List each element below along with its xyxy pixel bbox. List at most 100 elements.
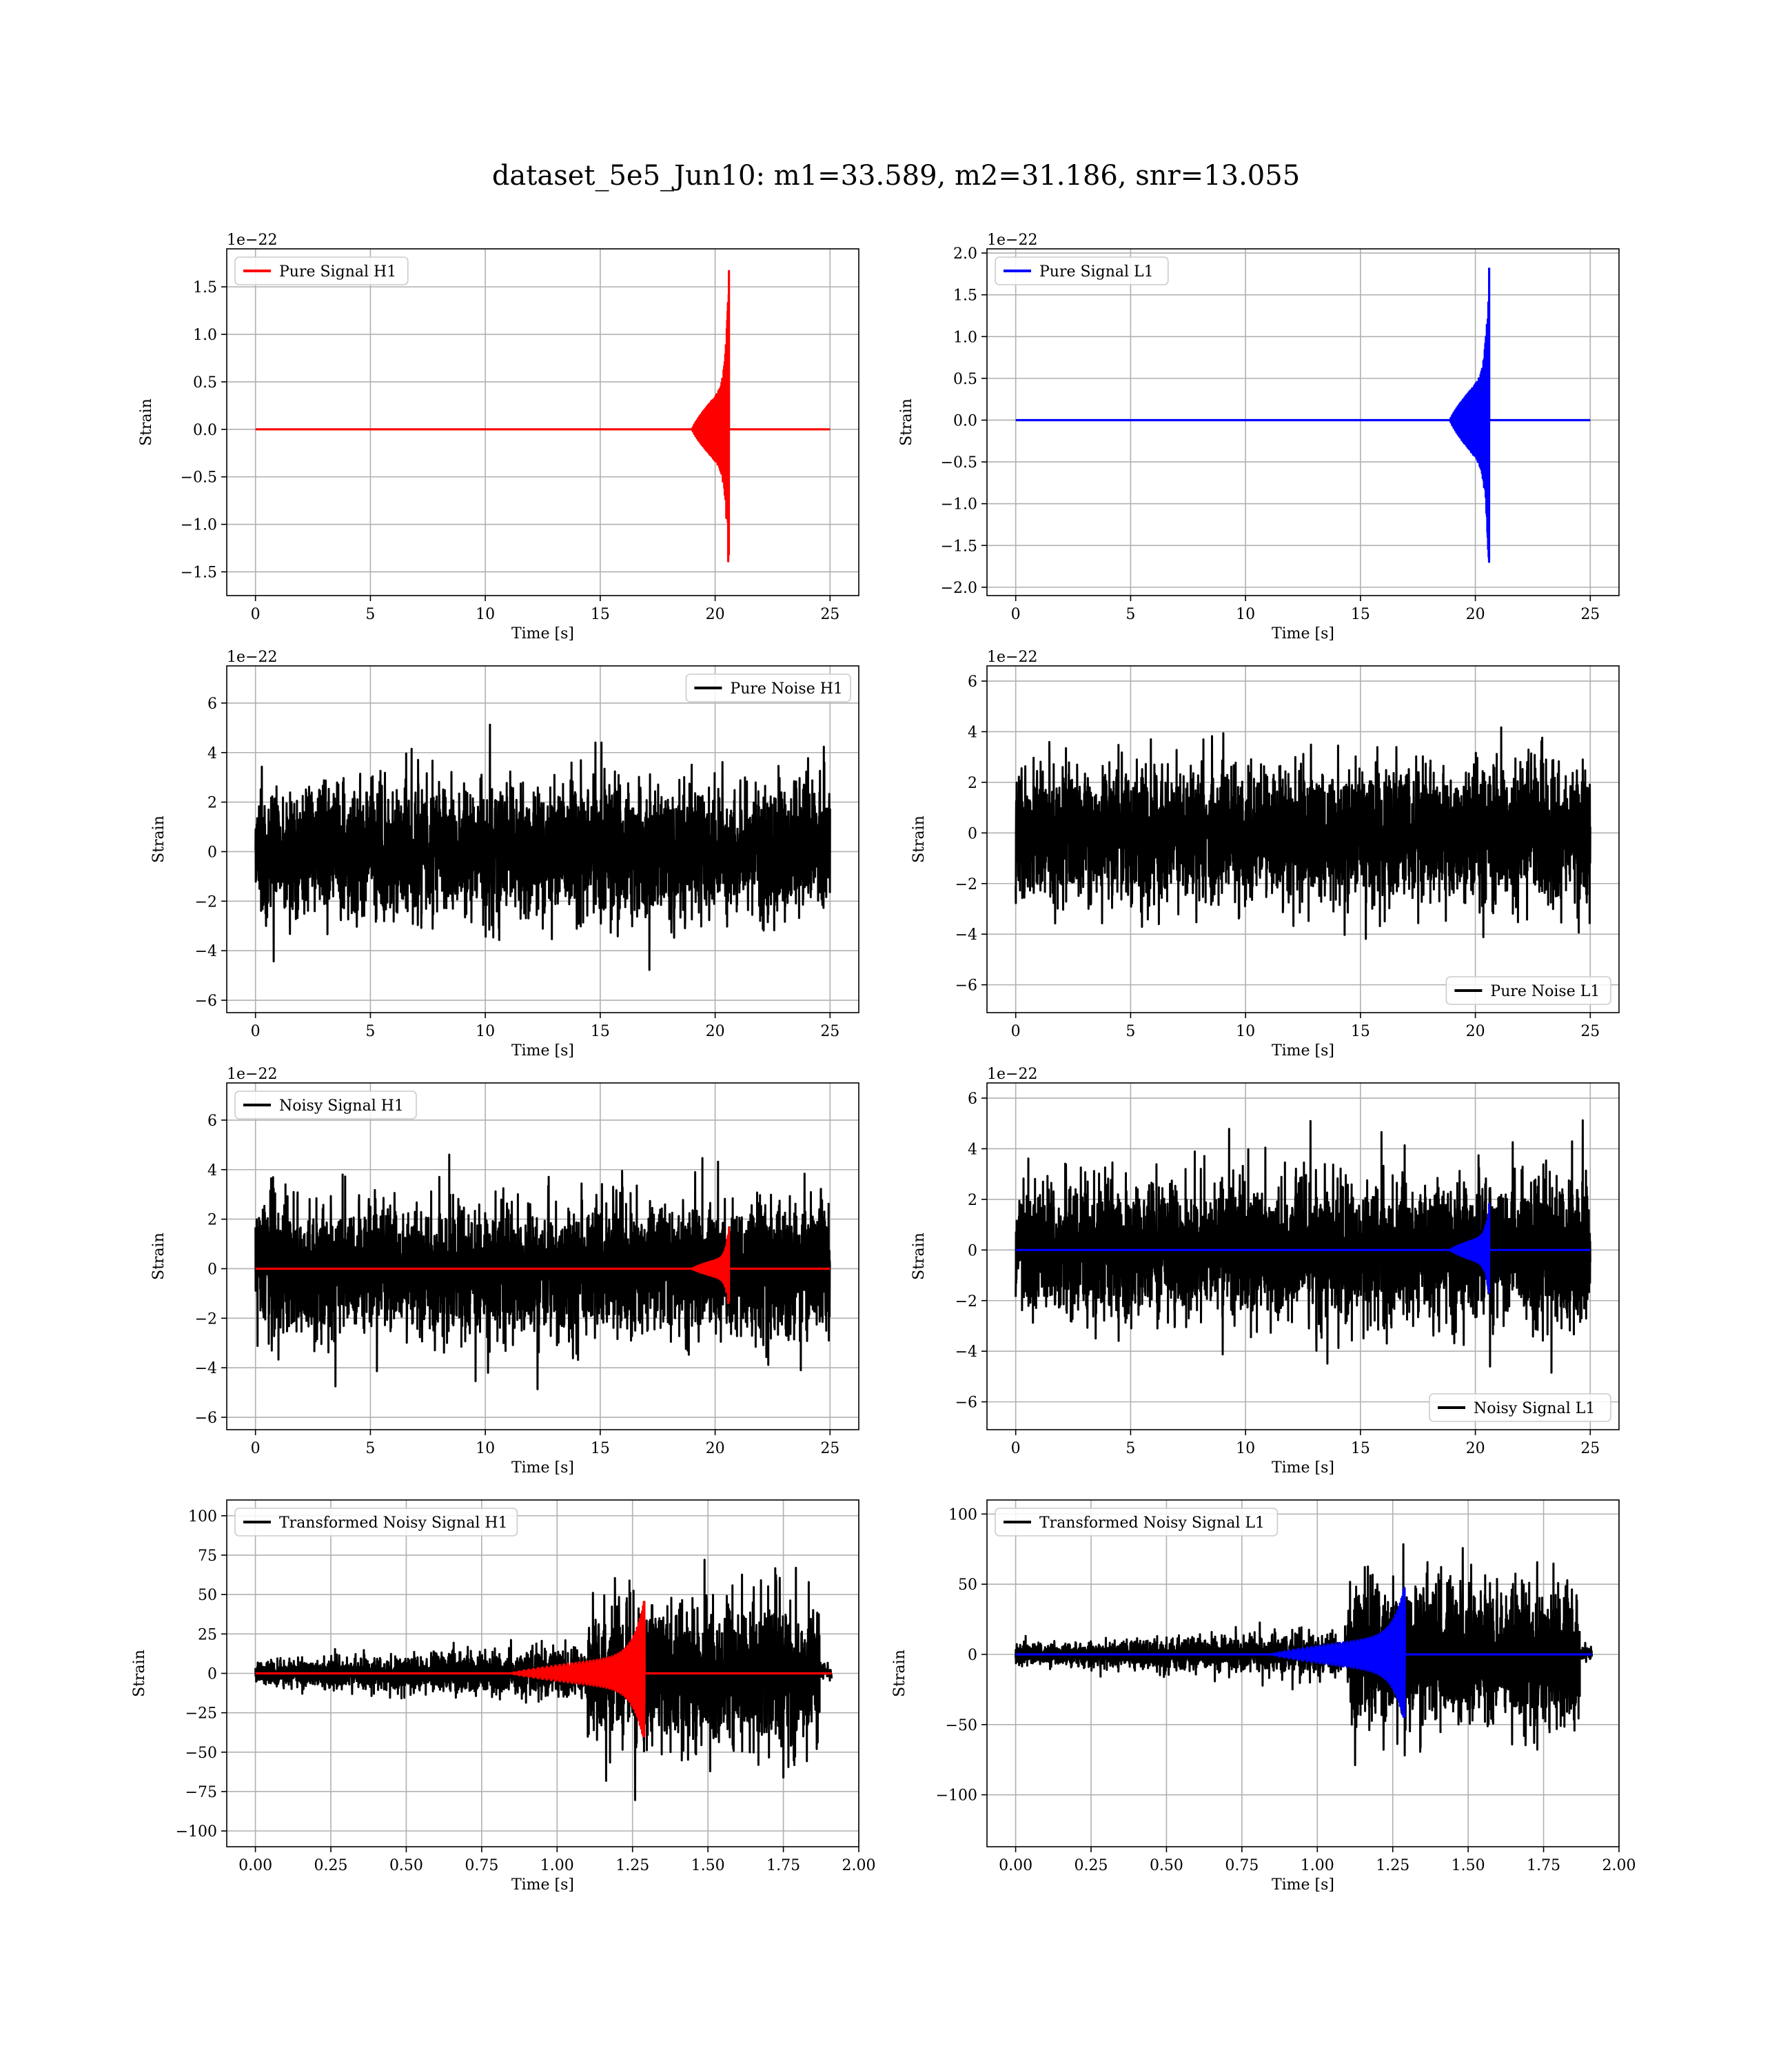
y-tick-label: 2	[968, 1192, 977, 1209]
x-tick-label: 25	[1580, 606, 1600, 623]
y-axis-label: Strain	[898, 398, 915, 446]
x-tick-label: 0.50	[389, 1857, 423, 1874]
y-tick-label: 2	[968, 775, 977, 792]
x-tick-label: 5	[365, 606, 375, 623]
y-tick-label: 50	[198, 1587, 217, 1604]
offset-text: 1e−22	[987, 1066, 1037, 1083]
y-tick-label: 1.5	[953, 287, 977, 305]
axes-frame	[226, 248, 859, 596]
x-axis-label: Time [s]	[511, 1042, 574, 1060]
legend: Pure Signal H1	[234, 256, 409, 285]
series-line-chirp-1	[1015, 1587, 1594, 1718]
y-tick-label: 100	[948, 1506, 977, 1523]
y-tick-label: 6	[968, 673, 977, 691]
y-tick-label: −4	[195, 1360, 217, 1377]
y-tick-label: −1.5	[181, 565, 217, 582]
y-tick-label: 100	[188, 1508, 217, 1525]
y-tick-label: −4	[195, 943, 217, 960]
y-tick-label: 0	[207, 844, 217, 861]
x-tick-label: 10	[476, 1023, 495, 1040]
y-tick-label: −4	[955, 926, 977, 944]
y-tick-label: 6	[207, 696, 217, 713]
x-tick-label: 0	[251, 1023, 261, 1040]
y-tick-label: 2	[207, 1212, 217, 1229]
y-tick-label: −1.0	[941, 496, 977, 514]
x-tick-label: 1.50	[691, 1857, 725, 1874]
y-tick-label: 0	[207, 1666, 217, 1683]
x-tick-label: 25	[820, 1023, 839, 1040]
offset-text: 1e−22	[227, 1066, 277, 1083]
y-tick-label: −6	[195, 1410, 217, 1427]
x-tick-label: 0	[1011, 606, 1021, 623]
x-tick-label: 15	[591, 606, 610, 623]
x-axis-label: Time [s]	[1272, 1042, 1334, 1060]
y-tick-label: −6	[955, 977, 977, 995]
legend: Transformed Noisy Signal L1	[995, 1508, 1279, 1537]
plot-area	[254, 723, 831, 971]
y-tick-label: 0	[207, 1261, 217, 1278]
x-tick-label: 20	[1466, 606, 1485, 623]
x-tick-label: 25	[1580, 1440, 1600, 1457]
x-tick-label: 0.75	[1225, 1857, 1259, 1874]
y-tick-label: 2.0	[953, 245, 977, 263]
y-tick-label: 1.0	[953, 329, 977, 346]
plot-area	[1015, 267, 1591, 563]
y-axis-label: Strain	[131, 1650, 148, 1697]
series-line-pure-noise-l1	[1015, 726, 1591, 940]
y-tick-label: −1.5	[941, 538, 977, 555]
x-tick-label: 5	[1126, 606, 1135, 623]
y-axis-label: Strain	[910, 1233, 928, 1280]
x-tick-label: 5	[1126, 1023, 1135, 1040]
y-tick-label: −0.5	[181, 469, 217, 487]
x-tick-label: 15	[1351, 606, 1370, 623]
legend: Transformed Noisy Signal H1	[234, 1508, 518, 1537]
x-axis-label: Time [s]	[511, 625, 574, 642]
y-tick-label: −0.5	[941, 454, 977, 472]
x-tick-label: 0.00	[999, 1857, 1032, 1874]
x-axis-label: Time [s]	[1272, 625, 1334, 642]
y-tick-label: 4	[968, 724, 977, 741]
y-tick-label: −50	[946, 1717, 977, 1734]
legend-label: Transformed Noisy Signal H1	[279, 1514, 508, 1532]
y-tick-label: 1.5	[193, 279, 217, 296]
x-tick-label: 2.00	[1602, 1857, 1636, 1874]
x-tick-label: 5	[365, 1440, 375, 1457]
y-tick-label: −100	[176, 1823, 217, 1841]
x-tick-label: 0	[1011, 1023, 1021, 1040]
series-line-chirp-1	[254, 1226, 831, 1304]
x-tick-label: 15	[591, 1440, 610, 1457]
y-tick-label: 0	[968, 825, 977, 842]
axes-frame	[986, 1499, 1620, 1847]
y-tick-label: −100	[936, 1787, 977, 1805]
x-tick-label: 10	[1236, 1023, 1255, 1040]
x-tick-label: 25	[1580, 1023, 1600, 1040]
legend: Pure Noise H1	[685, 673, 851, 702]
plot-area	[254, 270, 831, 562]
panel-noisy-signal-l1: 0 5 10 15 20 25 −6 −4 −2 0 2 4 6 1e−22 Time [s] Strain N…	[910, 1066, 1620, 1477]
panel-pure-noise-h1: 0 5 10 15 20 25 −6 −4 −2 0 2 4 6 1e−22 Time [s] Strain P…	[150, 649, 859, 1060]
legend-box	[234, 1508, 518, 1537]
y-tick-label: −2	[195, 1310, 217, 1328]
legend-box	[685, 673, 851, 702]
x-tick-label: 25	[820, 1440, 839, 1457]
y-axis-label: Strain	[138, 398, 155, 446]
y-tick-label: −50	[185, 1745, 217, 1762]
x-tick-label: 20	[706, 1440, 725, 1457]
x-tick-label: 1.50	[1452, 1857, 1485, 1874]
x-tick-label: 10	[1236, 1440, 1255, 1457]
y-tick-label: 0	[968, 1647, 977, 1664]
y-tick-label: 4	[207, 745, 217, 762]
y-axis-label: Strain	[910, 815, 928, 863]
x-tick-label: 1.25	[615, 1857, 649, 1874]
legend: Pure Signal L1	[995, 256, 1169, 285]
y-axis-label: Strain	[150, 815, 167, 863]
plot-area	[254, 1559, 833, 1801]
x-tick-label: 1.25	[1376, 1857, 1409, 1874]
y-tick-label: 6	[207, 1113, 217, 1130]
y-tick-label: −6	[955, 1395, 977, 1412]
x-axis-label: Time [s]	[1272, 1876, 1334, 1894]
y-axis-label: Strain	[891, 1650, 908, 1697]
y-tick-label: 2	[207, 795, 217, 812]
y-tick-label: 0	[968, 1242, 977, 1259]
